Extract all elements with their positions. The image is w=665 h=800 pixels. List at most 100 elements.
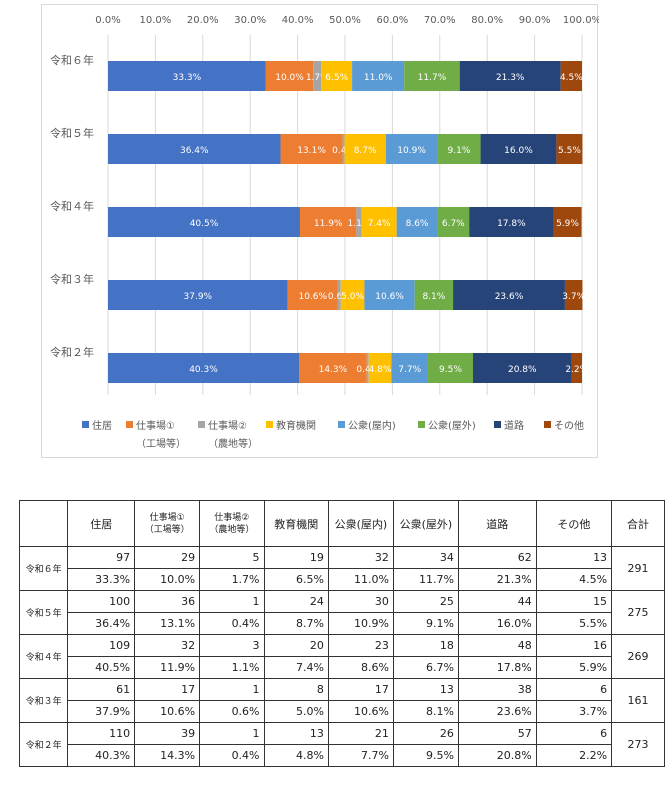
bar-segment — [280, 134, 343, 164]
data-label: 1.1% — [348, 219, 371, 229]
bar-segment — [108, 280, 288, 310]
data-label: 4.5% — [560, 73, 583, 83]
legend-swatch — [544, 421, 551, 428]
table-header-label: 仕事場② — [214, 512, 250, 523]
data-label: 13.1% — [297, 146, 326, 156]
percent-cell: 6.5% — [263, 568, 329, 591]
bar-segment — [321, 61, 353, 91]
percent-cell: 5.0% — [263, 700, 329, 723]
percent-cell: 5.5% — [535, 612, 613, 635]
count-cell: 48 — [457, 634, 537, 657]
count-cell: 25 — [392, 590, 459, 613]
x-tick-label: 100.0% — [563, 15, 599, 26]
total-cell: 275 — [611, 590, 665, 635]
count-cell: 6 — [535, 678, 613, 701]
legend-swatch — [198, 421, 205, 428]
count-cell: 1 — [199, 590, 265, 613]
legend-label: 教育機関 — [276, 419, 316, 432]
table-header-label: その他 — [557, 517, 591, 531]
percent-cell: 40.3% — [67, 744, 136, 767]
data-label: 23.6% — [495, 292, 524, 302]
bar-segment — [404, 61, 460, 91]
table-header-sublabel: （工場等） — [144, 524, 190, 535]
percent-cell: 7.4% — [263, 656, 329, 679]
count-cell: 100 — [67, 590, 136, 613]
data-label: 0.6% — [328, 292, 351, 302]
bar-segment — [453, 280, 565, 310]
legend-label: 仕事場① — [136, 419, 175, 432]
data-label: 11.9% — [314, 219, 343, 229]
data-label: 7.4% — [368, 219, 391, 229]
percent-cell: 6.7% — [392, 656, 459, 679]
count-cell: 97 — [67, 546, 136, 569]
legend-label: 公衆(屋外) — [428, 419, 476, 432]
legend-swatch — [418, 421, 425, 428]
table-row: 令和４年 109 32 3 20 23 18 48 16 269 — [18, 634, 665, 679]
legend-label-sub: （農地等） — [208, 437, 258, 450]
percent-cell: 1.1% — [199, 656, 265, 679]
count-cell: 44 — [457, 590, 537, 613]
count-cell: 32 — [134, 634, 201, 657]
percent-cell: 4.5% — [535, 568, 613, 591]
data-table: 住居 仕事場① （工場等） 仕事場② （農地等） 教育機関 公衆(屋内) 公衆(屋外) 道路 その… — [18, 500, 665, 767]
total-cell: 161 — [611, 678, 665, 723]
bar-segment — [560, 61, 582, 91]
bar-segment — [299, 353, 367, 383]
count-cell: 1 — [199, 722, 265, 745]
table-row-percent: 37.9% 10.6% 0.6% 5.0% 10.6% 8.1% 23.6% 3.7% — [20, 700, 665, 723]
bar-segment — [108, 207, 300, 237]
table-header-label: 仕事場① — [149, 512, 185, 523]
category-label: 令和４年 — [50, 199, 94, 213]
total-cell: 269 — [611, 634, 665, 679]
bar-segment — [427, 353, 473, 383]
count-cell: 13 — [392, 678, 459, 701]
bar-segment — [396, 207, 438, 237]
table-row-percent: 40.3% 14.3% 0.4% 4.8% 7.7% 9.5% 20.8% 2.2% — [20, 744, 665, 767]
count-cell: 62 — [457, 546, 537, 569]
percent-cell: 16.0% — [457, 612, 537, 635]
table-header-label: 教育機関 — [274, 517, 319, 531]
count-cell: 30 — [327, 590, 394, 613]
data-label: 21.3% — [496, 73, 525, 83]
data-label: 8.7% — [354, 146, 377, 156]
count-cell: 24 — [263, 590, 329, 613]
count-cell: 29 — [134, 546, 201, 569]
count-cell: 109 — [67, 634, 136, 657]
table-row-percent: 33.3% 10.0% 1.7% 6.5% 11.0% 11.7% 21.3% 4.5% — [20, 568, 665, 591]
row-year-label: 令和２年 — [18, 722, 69, 767]
data-label: 40.3% — [189, 365, 218, 375]
percent-cell: 9.5% — [392, 744, 459, 767]
data-label: 33.3% — [173, 73, 202, 83]
count-cell: 5 — [199, 546, 265, 569]
x-tick-label: 90.0% — [519, 15, 551, 26]
table-header-cell: 仕事場① （工場等） — [134, 500, 201, 547]
table-header-cell: 教育機関 — [263, 500, 329, 547]
category-label: 令和６年 — [50, 53, 94, 67]
percent-cell: 8.7% — [263, 612, 329, 635]
x-tick-label: 80.0% — [471, 15, 503, 26]
total-cell: 273 — [611, 722, 665, 767]
x-tick-label: 70.0% — [424, 15, 456, 26]
stacked-bar-chart: 0.0% 10.0% 20.0% 30.0% 40.0% 50.0% 60.0% 70.0% 8… — [50, 15, 599, 450]
table-header-cell — [18, 500, 69, 547]
count-cell: 17 — [327, 678, 394, 701]
percent-cell: 14.3% — [134, 744, 201, 767]
data-label: 9.1% — [448, 146, 471, 156]
percent-cell: 0.4% — [199, 744, 265, 767]
legend-label: 公衆(屋内) — [348, 419, 396, 432]
table-row: 令和２年 110 39 1 13 21 26 57 6 273 — [18, 722, 665, 767]
bar-segment — [564, 280, 583, 310]
legend-label: 仕事場② — [208, 419, 247, 432]
row-year-label: 令和４年 — [18, 634, 69, 679]
percent-cell: 8.6% — [327, 656, 394, 679]
bar-segment — [108, 61, 266, 91]
bar-segment — [337, 280, 341, 310]
data-label: 8.1% — [422, 292, 445, 302]
bar-segment — [469, 207, 554, 237]
table-header-label: 合計 — [627, 517, 650, 531]
table-row: 令和３年 61 17 1 8 17 13 38 6 161 — [18, 678, 665, 723]
table-body: 令和６年 97 29 5 19 32 34 62 13 291 33.3% 10.0% 1.7% 6.5%… — [18, 546, 665, 767]
x-tick-label: 40.0% — [282, 15, 314, 26]
data-label: 8.6% — [406, 219, 429, 229]
count-cell: 15 — [535, 590, 613, 613]
